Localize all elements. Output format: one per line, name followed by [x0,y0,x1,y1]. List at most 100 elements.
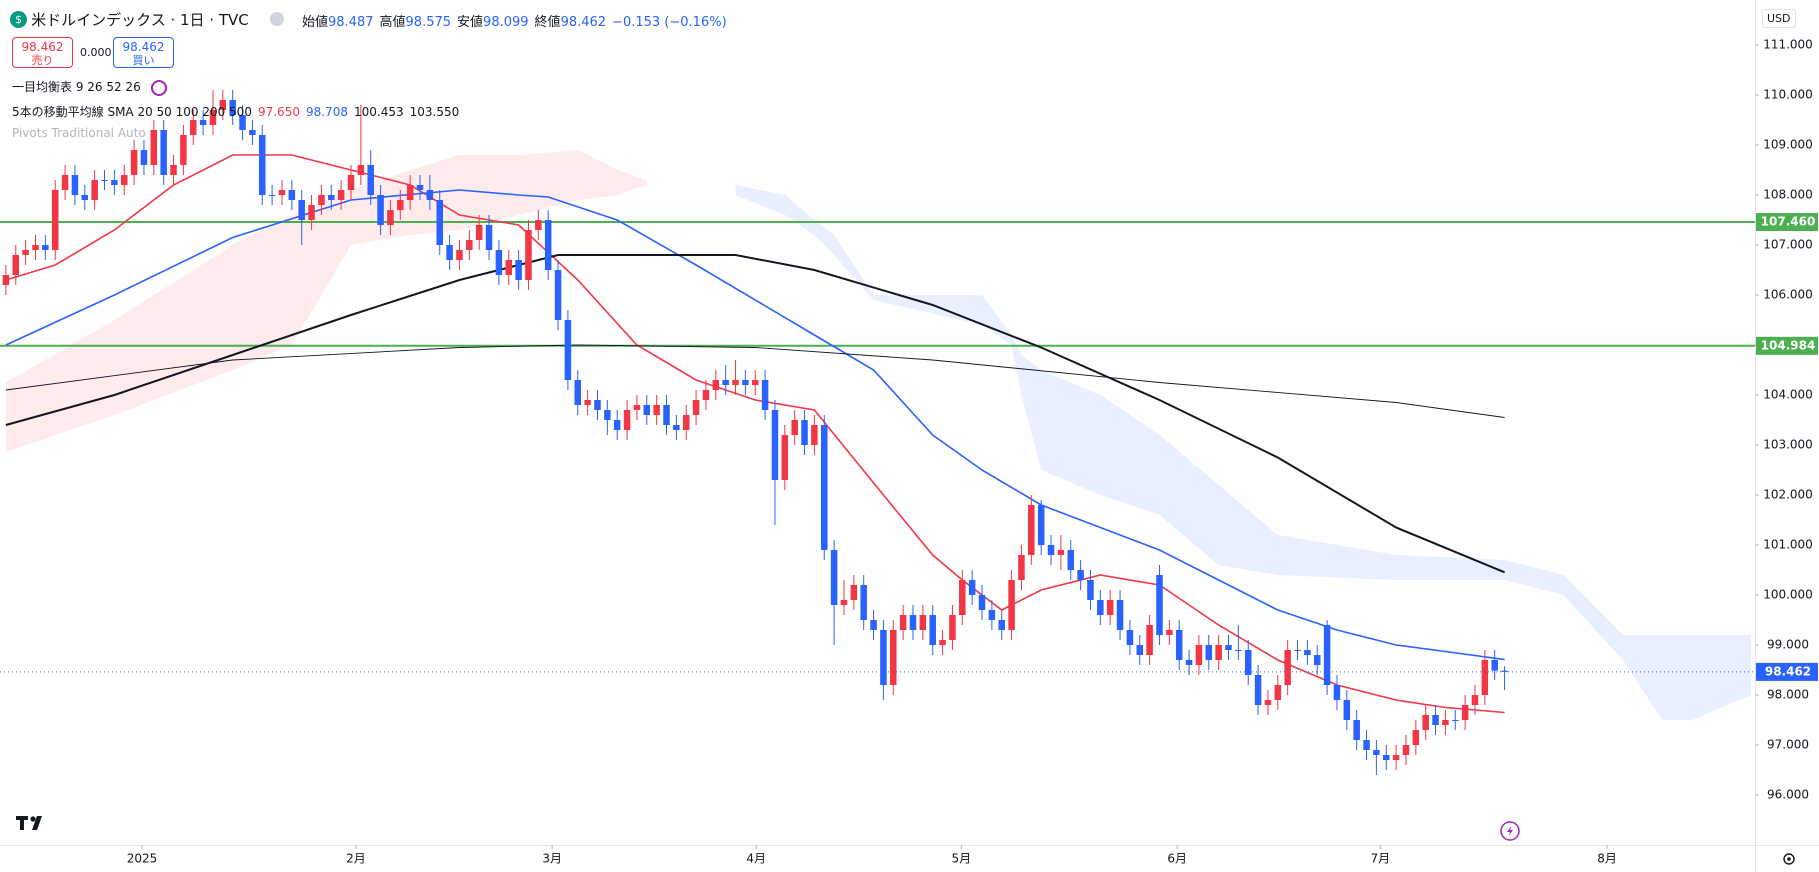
candle-body [446,245,453,260]
candle-body [456,250,463,260]
candle-body [860,585,867,620]
header: $ 米ドルインデックス · 1日 · TVC [10,9,249,30]
y-tick-label: 97.000 [1767,738,1809,752]
ohlc-legend: 始値98.487 高値98.575 安値98.099 終値98.462 −0.153 (… [302,11,727,30]
candle-body [1432,715,1439,725]
candle-body [426,190,434,200]
candle-body [899,615,907,630]
candle-body [761,380,769,410]
candle-body [1304,650,1311,655]
legend-value: 98.575 [405,15,452,30]
candle-body [702,390,710,400]
candle-body [554,270,562,320]
candle-body [120,175,128,185]
buy-label: 買い [132,54,155,67]
candle-body [32,245,39,250]
candle-body [1382,755,1390,760]
candle-body [594,400,601,410]
candle-body [1254,675,1262,705]
candle-body [890,630,897,685]
axes: 96.000 97.000 98.000 99.000 100.000 101.000 10… [127,38,1818,866]
candle-body [870,620,877,630]
candle-body [199,120,207,125]
ma-line [5,344,1505,418]
candle-body [1146,625,1153,655]
y-tick-label: 96.000 [1767,788,1809,802]
candle-body [1037,505,1045,545]
pivots-label: Pivots Traditional Auto [12,126,146,140]
y-tick-label: 103.000 [1763,438,1813,452]
x-tick-label: 6月 [1167,852,1187,866]
candle-body [929,615,936,645]
candle-body [1028,505,1035,555]
symbol-icon: $ [10,11,27,28]
candle-body [909,615,917,630]
currency-button[interactable]: USD [1762,9,1796,28]
candle-body [475,225,483,240]
candle-body [357,165,365,175]
candle-body [1294,650,1301,651]
candle-body [1175,630,1183,660]
candle-body [1373,750,1380,755]
sell-button[interactable]: 98.462 売り [12,37,73,68]
candle-body [840,600,848,605]
candle-body [397,200,404,210]
candle-body [189,120,197,135]
candle-body [1422,715,1429,730]
y-tick-label: 100.000 [1763,588,1813,602]
candle-body [830,550,838,605]
candle-body [229,100,236,115]
candle-body [1067,550,1075,570]
candle-body [1481,660,1489,695]
candle-body [515,260,522,280]
candle-body [1343,700,1351,720]
candle-body [170,165,177,175]
candle-body [1442,720,1449,725]
ichimoku-legend[interactable]: 一目均衡表 9 26 52 26 [12,78,167,96]
settings-icon[interactable] [1783,853,1795,865]
y-tick-label: 104.000 [1763,388,1813,402]
plot [0,90,1755,775]
candle-body [525,230,532,280]
candle-body [377,195,384,225]
candle-body [919,615,927,630]
candle-body [1461,705,1469,720]
buy-price: 98.462 [122,40,165,54]
candle-body [781,435,789,480]
candle-body [584,400,591,405]
candle-body [209,110,217,125]
candle-body [1274,685,1282,700]
candle-body [91,180,98,200]
candle-body [544,220,552,270]
candle-body [988,610,996,620]
candle-body [998,620,1005,630]
x-tick-label: 3月 [542,852,562,866]
candle-body [712,380,720,390]
candle-body [692,400,700,415]
lightning-icon[interactable] [1500,821,1520,841]
y-tick-label: 101.000 [1763,538,1813,552]
candle-body [1501,670,1508,672]
candle-body [801,420,808,445]
sma-legend[interactable]: 5本の移動平均線 SMA 20 50 100 200 500 97.650 98.7… [12,103,459,120]
candle-body [1077,570,1084,580]
candle-body [51,190,59,250]
candle-body [751,380,759,385]
candle-body [1097,600,1104,615]
candle-body [1195,645,1203,665]
eye-icon[interactable] [270,12,284,30]
y-tick-label: 108.000 [1763,188,1813,202]
tv-logo[interactable] [16,816,42,830]
candle-body [298,200,305,220]
ma-line [5,189,1505,661]
sma-value: 100.453 [353,105,404,119]
candle-body [1235,650,1242,651]
candle-body [130,150,138,175]
x-tick-label: 4月 [746,852,766,866]
symbol-title[interactable]: 米ドルインデックス · 1日 · TVC [31,11,249,29]
level-badge [1756,336,1818,355]
pivots-legend[interactable]: Pivots Traditional Auto [12,126,146,140]
buy-button[interactable]: 98.462 買い [113,37,174,68]
candle-body [653,405,660,415]
